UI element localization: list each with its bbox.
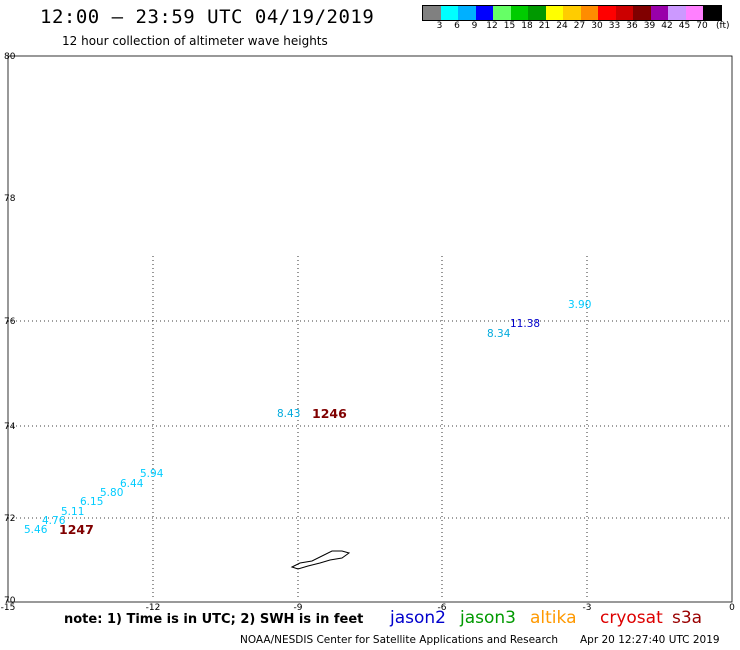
generation-timestamp: Apr 20 12:27:40 UTC 2019 <box>580 634 720 646</box>
wave-height-label: 8.43 <box>277 408 300 420</box>
legend-swatch <box>598 6 616 20</box>
longitude-tick-label: -3 <box>583 603 592 613</box>
latitude-tick-label: 70 <box>4 596 16 606</box>
legend-label: 30 <box>591 21 603 31</box>
pass-time-labels: 1246 1247 <box>59 406 347 537</box>
wave-height-label: 3.90 <box>568 299 591 311</box>
legend-swatch <box>440 6 458 20</box>
legend-swatch <box>703 6 721 20</box>
longitude-tick-label: -15 <box>1 603 16 613</box>
legend-label: 12 <box>486 21 498 31</box>
legend-swatch <box>475 6 493 20</box>
legend-swatch <box>633 6 651 20</box>
satellite-name: s3a <box>672 608 703 628</box>
color-legend <box>422 5 722 21</box>
legend-swatch <box>458 6 476 20</box>
longitude-tick-label: -6 <box>438 603 447 613</box>
legend-label: 70 <box>696 21 708 31</box>
legend-label: 21 <box>538 21 551 31</box>
legend-label: 27 <box>573 21 586 31</box>
latitude-tick-label: 74 <box>4 422 16 432</box>
map-frame <box>7 55 733 603</box>
wave-height-labels: 3.90 11.388.34 8.43 5.946.445.806.155.114.7… <box>24 299 591 536</box>
longitude-tick-label: -9 <box>294 603 303 613</box>
map-subtitle: 12 hour collection of altimeter wave hei… <box>62 34 328 48</box>
legend-swatch <box>545 6 563 20</box>
pass-time-label: 1246 <box>312 406 347 421</box>
legend-swatch <box>615 6 633 20</box>
wave-height-label: 5.94 <box>140 468 164 480</box>
wave-height-label: 11.38 <box>510 318 540 330</box>
satellite-name: cryosat <box>600 608 663 628</box>
legend-label: 39 <box>643 21 656 31</box>
units-note: note: 1) Time is in UTC; 2) SWH is in fe… <box>64 612 364 627</box>
pass-time-label: 1247 <box>59 522 94 537</box>
legend-label: 9 <box>471 21 478 31</box>
wave-height-label: 5.11 <box>61 506 84 518</box>
legend-label: 45 <box>678 21 691 31</box>
graticule <box>8 256 732 600</box>
legend-label: 15 <box>503 21 516 31</box>
map-title: 12:00 – 23:59 UTC 04/19/2019 <box>40 6 375 28</box>
longitude-tick-label: 0 <box>729 603 735 613</box>
legend-swatch <box>563 6 581 20</box>
satellite-name: jason2 <box>390 608 446 628</box>
latitude-tick-label: 76 <box>4 317 16 327</box>
wave-height-label: 4.76 <box>42 515 66 527</box>
latitude-tick-label: 72 <box>4 514 15 524</box>
wave-height-label: 5.80 <box>100 487 123 499</box>
credit-line: NOAA/NESDIS Center for Satellite Applica… <box>240 634 558 646</box>
satellite-name: jason3 <box>460 608 516 628</box>
legend-label: 6 <box>454 21 460 31</box>
wave-height-label: 6.15 <box>80 496 103 508</box>
color-legend-labels: (ft) 3 6 9 12 15 18 21 24 27 30 33 36 39 42 45 70 <box>422 21 740 35</box>
satellite-name: altika <box>530 608 577 628</box>
legend-swatch <box>668 6 686 20</box>
legend-label: 18 <box>521 21 533 31</box>
latitude-tick-label: 80 <box>4 52 16 62</box>
wave-height-label: 6.44 <box>120 478 144 490</box>
legend-swatch <box>650 6 668 20</box>
legend-swatch <box>528 6 546 20</box>
legend-label: 3 <box>436 21 443 31</box>
legend-label: 24 <box>556 21 568 31</box>
legend-swatch <box>685 6 703 20</box>
legend-label: 33 <box>608 21 621 31</box>
longitude-tick-label: -12 <box>146 603 161 613</box>
axis-ticks: -15 -12 -9 -6 -3 0 80 78 76 74 72 70 <box>1 52 735 613</box>
wave-height-label: 5.46 <box>24 524 48 536</box>
legend-swatch <box>580 6 598 20</box>
jan-mayen-island <box>290 550 351 570</box>
latitude-tick-label: 78 <box>4 194 16 204</box>
legend-unit: (ft) <box>716 21 730 31</box>
legend-swatch <box>493 6 511 20</box>
legend-swatch <box>510 6 528 20</box>
legend-swatch <box>423 6 441 20</box>
legend-label: 36 <box>626 21 638 31</box>
wave-height-label: 8.34 <box>487 328 511 340</box>
legend-label: 42 <box>661 21 673 31</box>
